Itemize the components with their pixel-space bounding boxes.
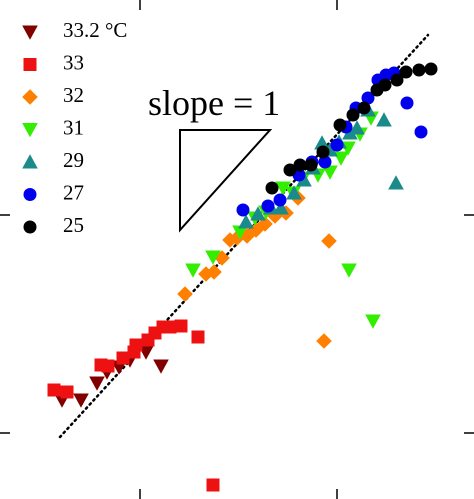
point [378,78,392,92]
point [153,359,169,374]
point [304,158,318,172]
point [390,73,404,87]
point [177,286,193,302]
point [349,120,365,135]
point [424,62,438,76]
point [185,263,201,278]
point [322,165,338,180]
point [265,181,279,195]
point [273,193,287,207]
point [412,63,426,77]
point [89,376,105,391]
point [388,175,404,190]
point [206,478,220,492]
annotation: slope = 1 [148,83,280,123]
slope-triangle [179,129,273,233]
point [261,199,275,213]
point [365,314,381,329]
point [333,118,347,132]
point [116,351,130,365]
point [333,151,349,166]
point [346,108,360,122]
point [273,200,289,215]
point [399,65,413,79]
point [250,206,266,221]
point [376,112,392,127]
point [314,135,330,150]
legend-label: 33.2 °C [63,18,127,42]
point [129,338,143,352]
point [73,393,89,408]
point [293,158,307,172]
point [232,225,248,240]
point [342,125,358,140]
point [330,138,344,152]
point [316,145,330,159]
point [101,359,115,373]
point [283,163,297,177]
legend-label: 32 [63,83,84,107]
point [174,319,188,333]
point [205,250,221,265]
point [47,383,61,397]
legend-label: 25 [63,213,84,237]
point [414,125,428,139]
point [286,185,302,200]
point [341,263,357,278]
legend-marker [23,220,37,234]
point [361,91,375,105]
point [275,181,291,196]
legend-marker [22,89,38,105]
point [238,214,254,229]
point [163,320,177,334]
legend-marker [23,58,37,71]
legend-label: 27 [63,180,84,204]
point [191,330,205,344]
point [60,385,74,399]
point [357,101,371,115]
point [316,333,332,349]
legend-label: 29 [63,148,84,172]
point [400,96,414,110]
point [236,203,250,217]
legend-marker [22,25,38,40]
point [296,172,312,187]
legend-marker [22,123,38,138]
point [321,233,337,249]
legend-marker [22,154,38,169]
point [318,155,332,169]
legend-label: 33 [63,50,84,74]
point [206,264,222,280]
legend-marker [23,188,37,201]
legend-label: 31 [63,115,84,139]
